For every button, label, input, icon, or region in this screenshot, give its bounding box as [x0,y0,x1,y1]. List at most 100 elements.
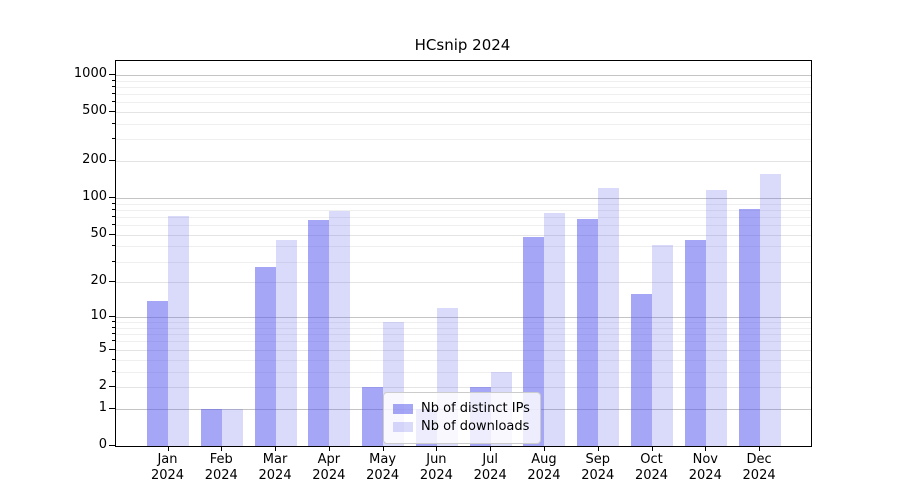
y-minor-gridline-3 [116,371,811,373]
x-tick-label-aug: Aug 2024 [527,452,561,483]
y-minor-gridline-80 [116,209,811,211]
legend-row-downloads: Nb of downloads [393,419,530,435]
x-tickmark-dec [759,446,761,451]
x-tick-label-sep: Sep 2024 [581,452,615,483]
legend-row-distinct-ips: Nb of distinct IPs [393,401,530,417]
bar-mar-downloads [275,240,297,446]
y-gridline-200 [116,161,811,163]
y-minor-gridline-60 [116,225,811,227]
bar-mar-distinct-ips [254,267,276,446]
x-tick-label-jun: Jun 2024 [419,452,453,483]
y-minor-gridline-70 [116,216,811,218]
y-minor-tickmark-800 [112,85,115,87]
bar-oct-distinct-ips [631,293,653,446]
y-tickmark-200 [109,160,115,162]
y-tick-label-1000: 1000 [73,65,107,81]
y-minor-gridline-700 [116,93,811,95]
x-tickmark-apr [328,446,330,451]
x-tick-label-may: May 2024 [366,452,400,483]
x-tick-label-apr: Apr 2024 [312,452,346,483]
x-tick-label-nov: Nov 2024 [688,452,722,483]
y-minor-gridline-600 [116,102,811,104]
bar-feb-distinct-ips [200,408,222,446]
x-tickmark-feb [221,446,223,451]
y-tick-label-200: 200 [82,152,107,168]
y-tick-label-10: 10 [90,308,107,324]
bar-sep-distinct-ips [577,218,599,446]
y-minor-gridline-40 [116,246,811,248]
y-tick-label-1: 1 [98,399,107,415]
y-tickmark-20 [109,281,115,283]
y-minor-gridline-800 [116,86,811,88]
y-minor-gridline-30 [116,261,811,263]
y-gridline-500 [116,112,811,114]
y-tickmark-2 [109,385,115,387]
y-minor-tickmark-3 [112,370,115,372]
y-minor-gridline-900 [116,80,811,82]
x-tickmark-jul [490,446,492,451]
x-tick-label-jul: Jul 2024 [473,452,507,483]
bar-sep-downloads [598,188,620,446]
y-gridline-10 [116,317,811,319]
bar-apr-distinct-ips [308,220,330,446]
y-minor-tickmark-70 [112,215,115,217]
y-tickmark-50 [109,233,115,235]
x-tickmark-oct [651,446,653,451]
y-gridline-50 [116,234,811,236]
y-tickmark-1 [109,407,115,409]
y-tick-label-100: 100 [82,189,107,205]
y-minor-tickmark-8 [112,326,115,328]
x-tickmark-jun [436,446,438,451]
y-minor-tickmark-80 [112,208,115,210]
x-tick-label-oct: Oct 2024 [634,452,669,483]
y-minor-tickmark-4 [112,358,115,360]
x-tickmark-mar [275,446,277,451]
y-tick-label-500: 500 [82,103,107,119]
y-minor-tickmark-700 [112,92,115,94]
x-tick-label-feb: Feb 2024 [204,452,238,483]
y-minor-tickmark-60 [112,224,115,226]
legend-label-distinct-ips: Nb of distinct IPs [421,401,530,416]
y-tickmark-10 [109,316,115,318]
bar-may-distinct-ips [362,386,384,446]
bar-nov-downloads [705,189,727,446]
x-tickmark-may [382,446,384,451]
chart-title: HCsnip 2024 [414,36,511,54]
y-minor-tickmark-40 [112,245,115,247]
y-minor-tickmark-300 [112,138,115,140]
legend-swatch-downloads [393,422,413,432]
x-tickmark-nov [705,446,707,451]
y-tickmark-100 [109,197,115,199]
bar-apr-downloads [329,211,351,446]
y-tick-label-20: 20 [90,273,107,289]
y-tick-label-5: 5 [98,340,107,356]
x-tick-label-mar: Mar 2024 [258,452,292,483]
y-minor-tickmark-30 [112,260,115,262]
y-gridline-5 [116,349,811,351]
y-gridline-1000 [116,74,811,76]
bar-dec-downloads [759,174,781,446]
y-minor-gridline-300 [116,139,811,141]
y-minor-tickmark-6 [112,340,115,342]
y-gridline-20 [116,282,811,284]
y-gridline-100 [116,198,811,200]
y-tickmark-0 [109,445,115,446]
y-minor-tickmark-900 [112,79,115,81]
bar-jan-distinct-ips [147,300,168,446]
y-tick-label-0: 0 [98,437,107,452]
y-tick-label-50: 50 [90,225,107,241]
y-minor-gridline-400 [116,123,811,125]
y-minor-gridline-4 [116,359,811,361]
y-gridline-2 [116,386,811,388]
x-tick-label-jan: Jan 2024 [150,452,185,483]
bar-jan-downloads [168,215,189,446]
y-minor-gridline-7 [116,334,811,336]
x-tickmark-jan [167,446,169,451]
y-tick-label-2: 2 [98,377,107,393]
y-minor-gridline-8 [116,327,811,329]
legend-swatch-distinct-ips [393,404,413,414]
y-minor-gridline-9 [116,322,811,324]
bar-dec-distinct-ips [738,209,760,446]
bar-nov-distinct-ips [684,240,706,446]
x-tick-label-dec: Dec 2024 [742,452,776,483]
